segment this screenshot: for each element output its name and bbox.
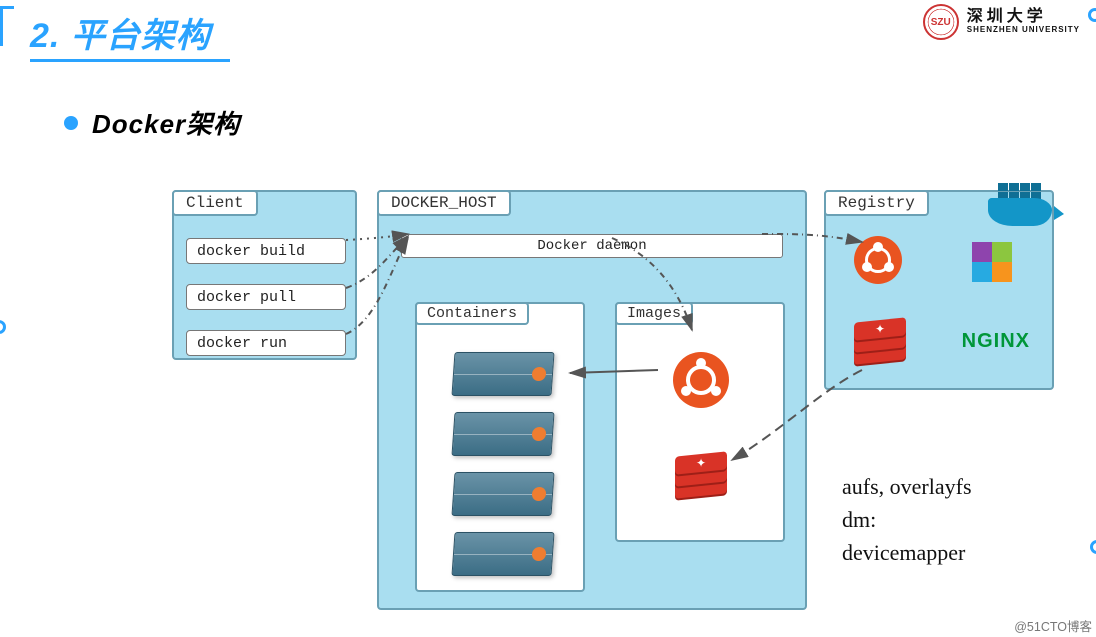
image-ubuntu xyxy=(673,352,729,408)
university-cn: 深圳大学 xyxy=(967,9,1080,26)
registry-title: Registry xyxy=(824,190,929,216)
client-panel-title: Client xyxy=(172,190,258,216)
edge-dot-icon xyxy=(0,320,6,334)
container-item xyxy=(447,532,559,582)
container-icon xyxy=(451,472,554,516)
images-title: Images xyxy=(615,302,693,325)
edge-dot-icon xyxy=(1090,540,1096,554)
containers-title: Containers xyxy=(415,302,529,325)
registry-redis: ✦ xyxy=(854,320,906,364)
images-subpanel: Images ✦ xyxy=(615,302,785,542)
note-line3: devicemapper xyxy=(842,536,972,569)
architecture-diagram: Client docker build docker pull docker r… xyxy=(162,170,1072,610)
docker-host-panel: DOCKER_HOST Docker daemon Containers Ima… xyxy=(377,190,807,610)
cmd-docker-pull: docker pull xyxy=(186,284,346,310)
cmd-docker-run: docker run xyxy=(186,330,346,356)
registry-centos xyxy=(968,238,1016,286)
section-title: 2. 平台架构 xyxy=(30,8,211,57)
section-underline xyxy=(30,59,230,62)
note-line1: aufs, overlayfs xyxy=(842,470,972,503)
container-item xyxy=(447,352,559,402)
cmd-docker-build: docker build xyxy=(186,238,346,264)
image-redis: ✦ xyxy=(675,454,727,498)
docker-whale-icon xyxy=(988,174,1060,226)
containers-subpanel: Containers xyxy=(415,302,585,592)
container-icon xyxy=(451,532,554,576)
registry-panel: Registry ✦ NGINX xyxy=(824,190,1054,390)
bullet-icon xyxy=(64,116,78,130)
container-icon xyxy=(451,412,554,456)
university-en: SHENZHEN UNIVERSITY xyxy=(967,26,1080,34)
edge-dot-icon xyxy=(1088,8,1096,22)
container-item xyxy=(447,472,559,522)
section-number: 2. xyxy=(30,17,60,55)
university-text: 深圳大学 SHENZHEN UNIVERSITY xyxy=(967,9,1080,34)
note-line2: dm: xyxy=(842,503,972,536)
container-icon xyxy=(451,352,554,396)
university-logo: SZU 深圳大学 SHENZHEN UNIVERSITY xyxy=(923,4,1080,40)
university-seal-icon: SZU xyxy=(923,4,959,40)
centos-icon xyxy=(968,238,1016,286)
ubuntu-icon xyxy=(673,352,729,408)
docker-host-title: DOCKER_HOST xyxy=(377,190,511,216)
redis-icon: ✦ xyxy=(854,320,906,364)
container-item xyxy=(447,412,559,462)
subheading: Docker架构 xyxy=(64,104,1096,141)
section-name: 平台架构 xyxy=(71,17,211,55)
redis-icon: ✦ xyxy=(675,454,727,498)
header: 2. 平台架构 SZU 深圳大学 SHENZHEN UNIVERSITY xyxy=(0,0,1096,62)
subheading-text: Docker架构 xyxy=(92,104,240,141)
nginx-icon: NGINX xyxy=(962,330,1030,353)
watermark: @51CTO博客 xyxy=(1014,616,1092,635)
docker-daemon-box: Docker daemon xyxy=(401,234,783,258)
client-panel: Client docker build docker pull docker r… xyxy=(172,190,357,360)
ubuntu-icon xyxy=(854,236,902,284)
registry-ubuntu xyxy=(854,236,902,284)
storage-driver-note: aufs, overlayfs dm: devicemapper xyxy=(842,470,972,569)
